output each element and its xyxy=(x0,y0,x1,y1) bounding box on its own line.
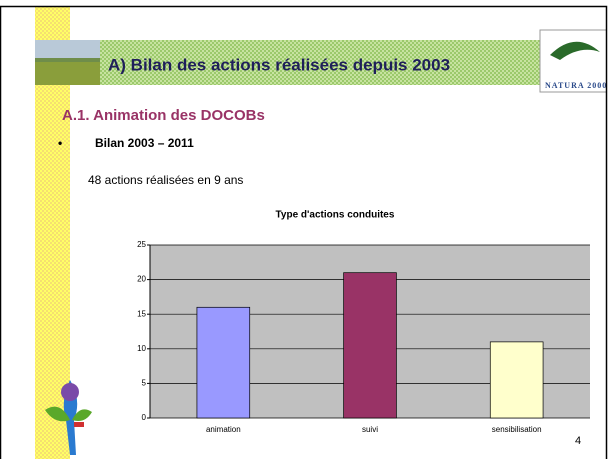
x-tick-label: animation xyxy=(206,425,241,434)
bullet-text: Bilan 2003 – 2011 xyxy=(95,136,194,150)
photo-sky xyxy=(35,40,100,58)
x-tick-label: suivi xyxy=(362,425,378,434)
bullet: • xyxy=(58,136,62,150)
heading: A.1. Animation des DOCOBs xyxy=(62,107,265,124)
summary: 48 actions réalisées en 9 ans xyxy=(88,173,243,187)
bar xyxy=(197,307,250,418)
y-tick-label: 20 xyxy=(137,275,146,284)
y-tick-label: 15 xyxy=(137,309,146,318)
y-tick-label: 25 xyxy=(137,240,146,249)
x-tick-label: sensibilisation xyxy=(492,425,542,434)
y-tick-label: 0 xyxy=(142,413,147,422)
photo-field xyxy=(35,62,100,85)
logo-text: NATURA 2000 xyxy=(545,81,607,90)
slide: NATURA 2000 A) Bilan des actions réalisé… xyxy=(0,0,611,459)
bar xyxy=(344,273,397,418)
bar xyxy=(490,342,543,418)
y-tick-label: 5 xyxy=(142,379,147,388)
chart-title: Type d'actions conduites xyxy=(276,210,395,221)
y-tick-label: 10 xyxy=(137,344,146,353)
page-number: 4 xyxy=(575,435,581,447)
slide-title: A) Bilan des actions réalisées depuis 20… xyxy=(108,55,450,74)
